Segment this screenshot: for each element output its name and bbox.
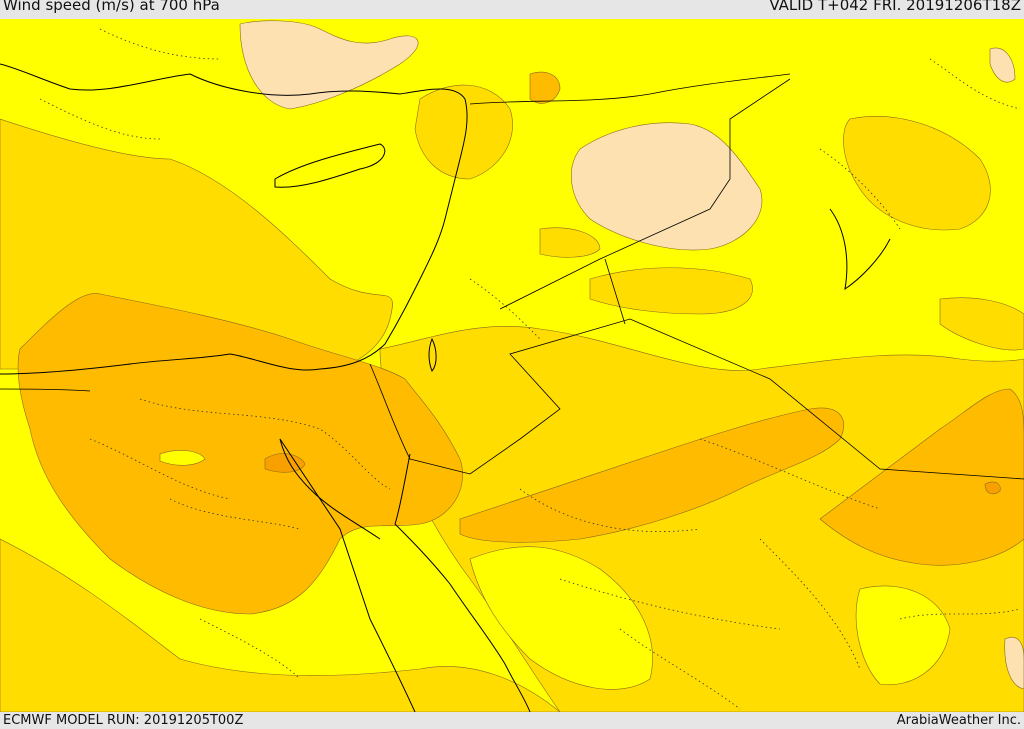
border-egypt-israel bbox=[369, 363, 411, 460]
band-mid-gulf bbox=[939, 297, 1024, 351]
admin-borders bbox=[39, 28, 1021, 710]
band-mid-levant bbox=[414, 84, 513, 180]
map-header: Wind speed (m/s) at 700 hPa VALID T+042 … bbox=[0, 0, 1024, 22]
map-footer: ECMWF MODEL RUN: 20191205T00Z ArabiaWeat… bbox=[0, 712, 1024, 729]
coastline-persian-gulf bbox=[829, 208, 891, 291]
band-light-pocket-1 bbox=[159, 450, 206, 466]
border-turkey-syria bbox=[469, 73, 791, 105]
map-canvas bbox=[0, 19, 1024, 712]
band-low-se bbox=[1004, 636, 1024, 690]
band-mid-syria bbox=[539, 227, 601, 258]
band-max-gulf bbox=[984, 481, 1001, 495]
coastline-mediterranean bbox=[0, 63, 468, 375]
coastline-dead-sea bbox=[428, 337, 437, 372]
coastline-red-sea-west bbox=[279, 438, 416, 712]
credit-label: ArabiaWeather Inc. bbox=[896, 713, 1021, 728]
band-mid-south bbox=[0, 538, 561, 712]
border-iraq-saudi bbox=[604, 258, 626, 325]
band-low-ne bbox=[989, 47, 1016, 83]
model-run-label: ECMWF MODEL RUN: 20191205T00Z bbox=[3, 713, 244, 728]
coastline-gulf-of-suez bbox=[279, 438, 381, 540]
band-max-sinai bbox=[264, 453, 306, 473]
band-high-north bbox=[529, 71, 561, 104]
band-light-pocket-3 bbox=[855, 585, 951, 686]
band-light-pocket-2 bbox=[469, 546, 653, 690]
band-high-gulf bbox=[819, 388, 1024, 566]
valid-time: VALID T+042 FRI. 20191206T18Z bbox=[769, 0, 1021, 14]
band-low-syria bbox=[570, 122, 763, 251]
border-jordan-saudi bbox=[409, 318, 1024, 480]
band-high-egypt bbox=[17, 293, 463, 615]
band-high-arabia bbox=[459, 407, 845, 543]
map-title: Wind speed (m/s) at 700 hPa bbox=[3, 0, 220, 14]
border-syria-iraq bbox=[499, 78, 791, 310]
band-low-turkey bbox=[239, 20, 419, 110]
wind-speed-map bbox=[0, 19, 1024, 712]
band-mid-iraq bbox=[589, 267, 753, 315]
coastline-red-sea-east bbox=[394, 453, 531, 712]
coastline-cyprus bbox=[274, 143, 386, 188]
border-egypt-west bbox=[0, 388, 91, 392]
